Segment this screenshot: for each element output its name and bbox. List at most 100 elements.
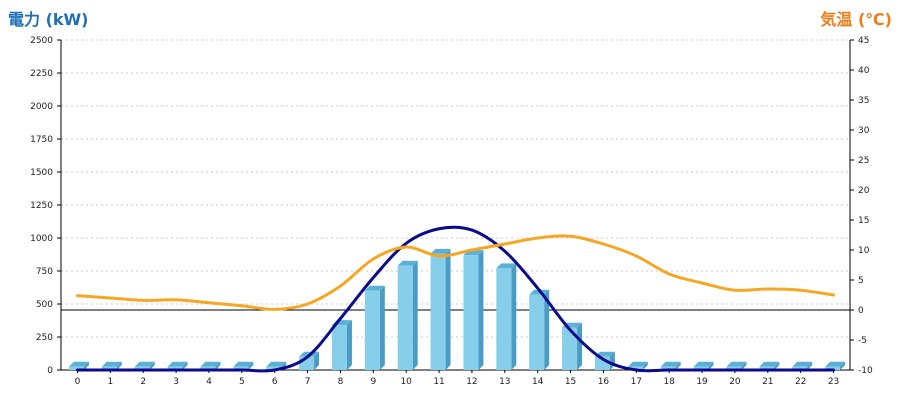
power-bar-top [167,361,188,367]
power-bar [496,263,517,370]
x-tick-label: 7 [305,377,311,387]
power-bar-front [68,366,84,370]
power-bar-front [693,366,709,370]
power-bar-top [726,361,747,367]
left-tick-label: 1500 [30,168,53,178]
power-bar-front [529,294,545,370]
x-tick-label: 17 [631,377,642,387]
left-tick-label: 1000 [30,234,53,244]
left-tick-label: 0 [47,366,53,376]
left-tick-label: 1250 [30,201,53,211]
power-bar [233,361,254,370]
power-bar-front [430,253,446,370]
power-bar-front [660,366,676,370]
power-bar [759,361,780,370]
power-bar [726,361,747,370]
right-tick-label: -10 [858,366,873,376]
x-tick-label: 1 [107,377,113,387]
x-tick-label: 22 [795,377,806,387]
x-tick-label: 13 [499,377,510,387]
x-tick-label: 3 [173,377,179,387]
power-bar-top [759,361,780,367]
right-tick-label: 25 [858,156,869,166]
power-bar-side [708,361,714,370]
power-bar-top [825,361,846,367]
power-bar-top [496,263,517,269]
power-bar [167,361,188,370]
right-tick-label: 30 [858,126,870,136]
left-tick-label: 2000 [30,102,53,112]
x-tick-label: 21 [762,377,773,387]
right-tick-label: 40 [858,66,870,76]
power-bar-top [430,248,451,254]
left-tick-label: 250 [36,333,53,343]
power-bar-side [182,361,188,370]
right-tick-label: 5 [858,276,864,286]
power-bar-top [660,361,681,367]
x-tick-label: 10 [400,377,412,387]
power-bar-top [792,361,813,367]
power-bar [397,260,418,370]
x-tick-label: 4 [206,377,212,387]
x-tick-label: 16 [598,377,610,387]
power-bar-top [233,361,254,367]
power-bar [134,361,155,370]
power-bar-top [693,361,714,367]
x-tick-label: 12 [466,377,477,387]
left-tick-label: 750 [36,267,53,277]
power-bar-front [463,255,479,370]
x-tick-label: 5 [239,377,245,387]
power-bar [331,320,352,370]
power-bar-side [314,351,320,370]
power-bar-side [248,361,254,370]
power-bar-side [412,260,418,370]
power-bar-front [825,366,841,370]
power-bar [68,361,89,370]
temperature-line [75,234,836,311]
power-bar-side [149,361,155,370]
power-bar [660,361,681,370]
x-tick-label: 9 [370,377,376,387]
left-tick-label: 2250 [30,69,53,79]
right-axis-title: 気温 (℃) [820,10,892,29]
power-bar-top [134,361,155,367]
power-bar [430,248,451,370]
right-tick-label: -5 [858,336,867,346]
power-bar-top [397,260,418,266]
power-bar-side [675,361,681,370]
x-tick-label: 19 [696,377,708,387]
x-tick-label: 23 [828,377,839,387]
x-tick-label: 6 [272,377,278,387]
power-bar-side [577,322,583,370]
power-bar-side [642,361,648,370]
left-tick-label: 2500 [30,36,53,46]
left-axis-title: 電力 (kW) [8,10,89,29]
x-tick-label: 20 [729,377,741,387]
power-bar-front [134,366,150,370]
power-bar-side [774,361,780,370]
x-tick-label: 8 [338,377,344,387]
power-bar-front [167,366,183,370]
power-bar-front [726,366,742,370]
right-tick-label: 10 [858,246,870,256]
power-bar-side [445,248,451,370]
power-bar-top [364,285,385,291]
power-bar-side [478,250,484,370]
right-tick-label: 20 [858,186,870,196]
right-tick-label: 15 [858,216,869,226]
x-tick-label: 18 [663,377,675,387]
power-bar [693,361,714,370]
power-bar-front [397,265,413,370]
power-bar [529,289,550,370]
power-bar-side [83,361,89,370]
power-bar-front [331,325,347,370]
power-bar-front [759,366,775,370]
power-bar-front [562,327,578,370]
right-tick-label: 35 [858,96,869,106]
power-bar-side [116,361,122,370]
power-bar-side [807,361,813,370]
power-bar-front [266,366,282,370]
power-bar-top [101,361,122,367]
x-tick-label: 15 [565,377,576,387]
